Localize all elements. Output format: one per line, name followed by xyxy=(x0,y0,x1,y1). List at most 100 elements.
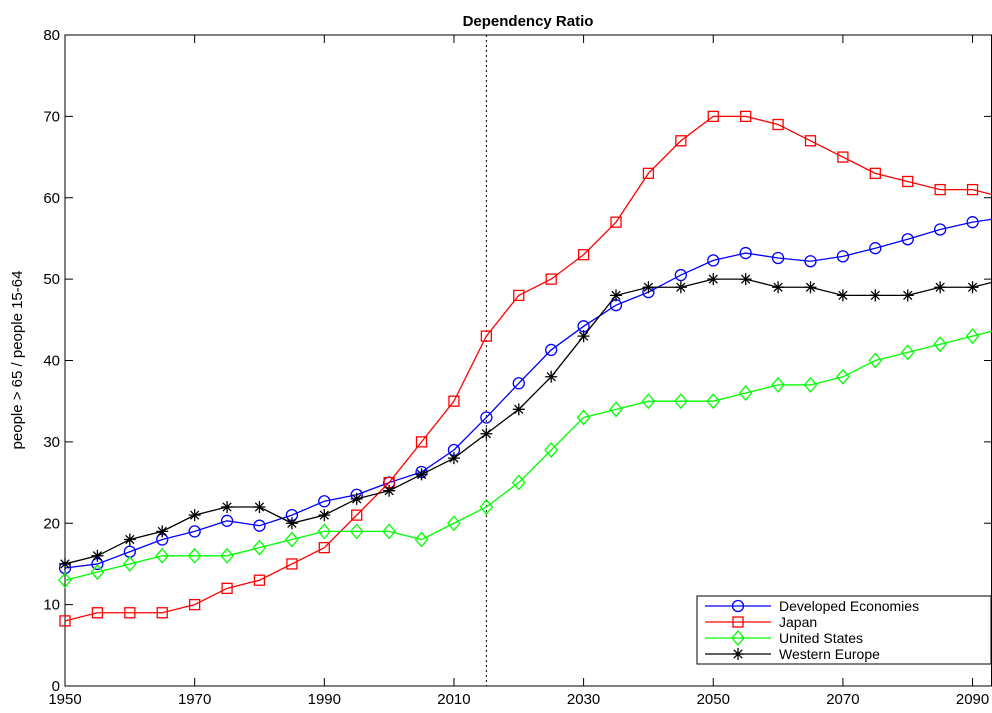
marker xyxy=(804,281,817,294)
x-tick-label: 1970 xyxy=(178,691,211,708)
marker xyxy=(772,281,785,294)
marker xyxy=(933,336,947,353)
marker xyxy=(642,167,655,179)
legend-label: Japan xyxy=(779,614,817,630)
plot-frame xyxy=(64,34,992,687)
x-tick-label: 2050 xyxy=(697,691,730,708)
marker xyxy=(707,254,720,267)
marker xyxy=(253,519,266,532)
marker xyxy=(707,110,719,123)
marker xyxy=(414,531,429,548)
x-tick-label: 2090 xyxy=(956,691,989,708)
marker xyxy=(576,409,591,426)
marker xyxy=(91,607,104,619)
marker xyxy=(447,515,461,532)
marker xyxy=(731,630,745,646)
y-tick-label: 70 xyxy=(43,108,60,125)
marker xyxy=(513,289,525,302)
marker xyxy=(123,533,136,546)
marker xyxy=(934,281,947,294)
marker xyxy=(641,393,656,410)
marker xyxy=(902,175,914,188)
marker xyxy=(383,484,396,497)
marker xyxy=(448,395,460,407)
y-tick-label: 0 xyxy=(52,678,60,695)
marker xyxy=(349,523,364,540)
y-axis-label: people > 65 / people 15-64 xyxy=(9,271,26,450)
series-line xyxy=(64,330,992,581)
marker xyxy=(804,135,817,147)
marker xyxy=(673,393,688,410)
marker xyxy=(772,118,784,131)
marker xyxy=(220,547,234,564)
x-tick-label: 2030 xyxy=(567,691,600,708)
marker xyxy=(836,368,850,385)
y-tick-label: 10 xyxy=(43,597,60,614)
series-line xyxy=(64,115,992,622)
marker xyxy=(187,547,202,564)
marker xyxy=(933,223,947,236)
marker xyxy=(739,273,752,286)
series-line xyxy=(64,218,992,569)
marker xyxy=(836,289,849,302)
marker xyxy=(545,273,557,285)
legend-label: Developed Economies xyxy=(779,598,919,614)
marker xyxy=(59,615,71,627)
marker xyxy=(220,514,234,527)
marker xyxy=(221,582,233,594)
marker xyxy=(901,289,914,302)
marker xyxy=(740,110,752,123)
marker xyxy=(577,330,590,343)
legend-label: United States xyxy=(779,630,863,646)
marker xyxy=(317,523,332,540)
x-tick-label: 2070 xyxy=(826,691,859,708)
marker xyxy=(480,330,493,342)
marker xyxy=(382,523,396,540)
marker xyxy=(965,328,980,345)
marker xyxy=(545,343,558,357)
marker xyxy=(966,281,979,294)
x-tick-label: 2010 xyxy=(437,691,470,708)
marker xyxy=(479,498,494,515)
marker xyxy=(91,549,104,562)
y-tick-label: 20 xyxy=(43,515,60,532)
legend-label: Western Europe xyxy=(779,646,880,662)
marker xyxy=(706,393,721,410)
marker xyxy=(124,607,136,619)
marker xyxy=(285,531,299,548)
marker xyxy=(480,427,493,440)
marker xyxy=(544,442,559,459)
marker xyxy=(869,289,882,302)
marker xyxy=(253,500,266,513)
marker xyxy=(642,281,655,294)
y-tick-label: 50 xyxy=(43,271,60,288)
marker xyxy=(610,289,623,302)
marker xyxy=(155,547,170,564)
marker xyxy=(90,564,105,581)
marker xyxy=(447,452,460,465)
marker xyxy=(837,151,849,163)
marker xyxy=(901,233,914,246)
marker xyxy=(156,607,168,619)
marker xyxy=(286,558,298,570)
marker xyxy=(351,509,363,521)
marker xyxy=(189,598,201,611)
marker xyxy=(415,468,428,481)
marker xyxy=(869,167,881,179)
marker xyxy=(512,377,525,390)
marker xyxy=(188,525,201,538)
marker xyxy=(966,183,979,196)
marker xyxy=(252,539,267,556)
marker xyxy=(59,557,71,570)
marker xyxy=(609,401,623,418)
y-tick-label: 30 xyxy=(43,434,60,451)
y-tick-label: 80 xyxy=(43,27,60,44)
marker xyxy=(221,500,234,513)
y-tick-label: 40 xyxy=(43,353,60,370)
marker xyxy=(732,648,744,660)
series-line xyxy=(64,278,992,565)
marker xyxy=(318,509,331,522)
y-tick-label: 60 xyxy=(43,190,60,207)
marker xyxy=(545,370,558,383)
marker xyxy=(480,411,493,424)
